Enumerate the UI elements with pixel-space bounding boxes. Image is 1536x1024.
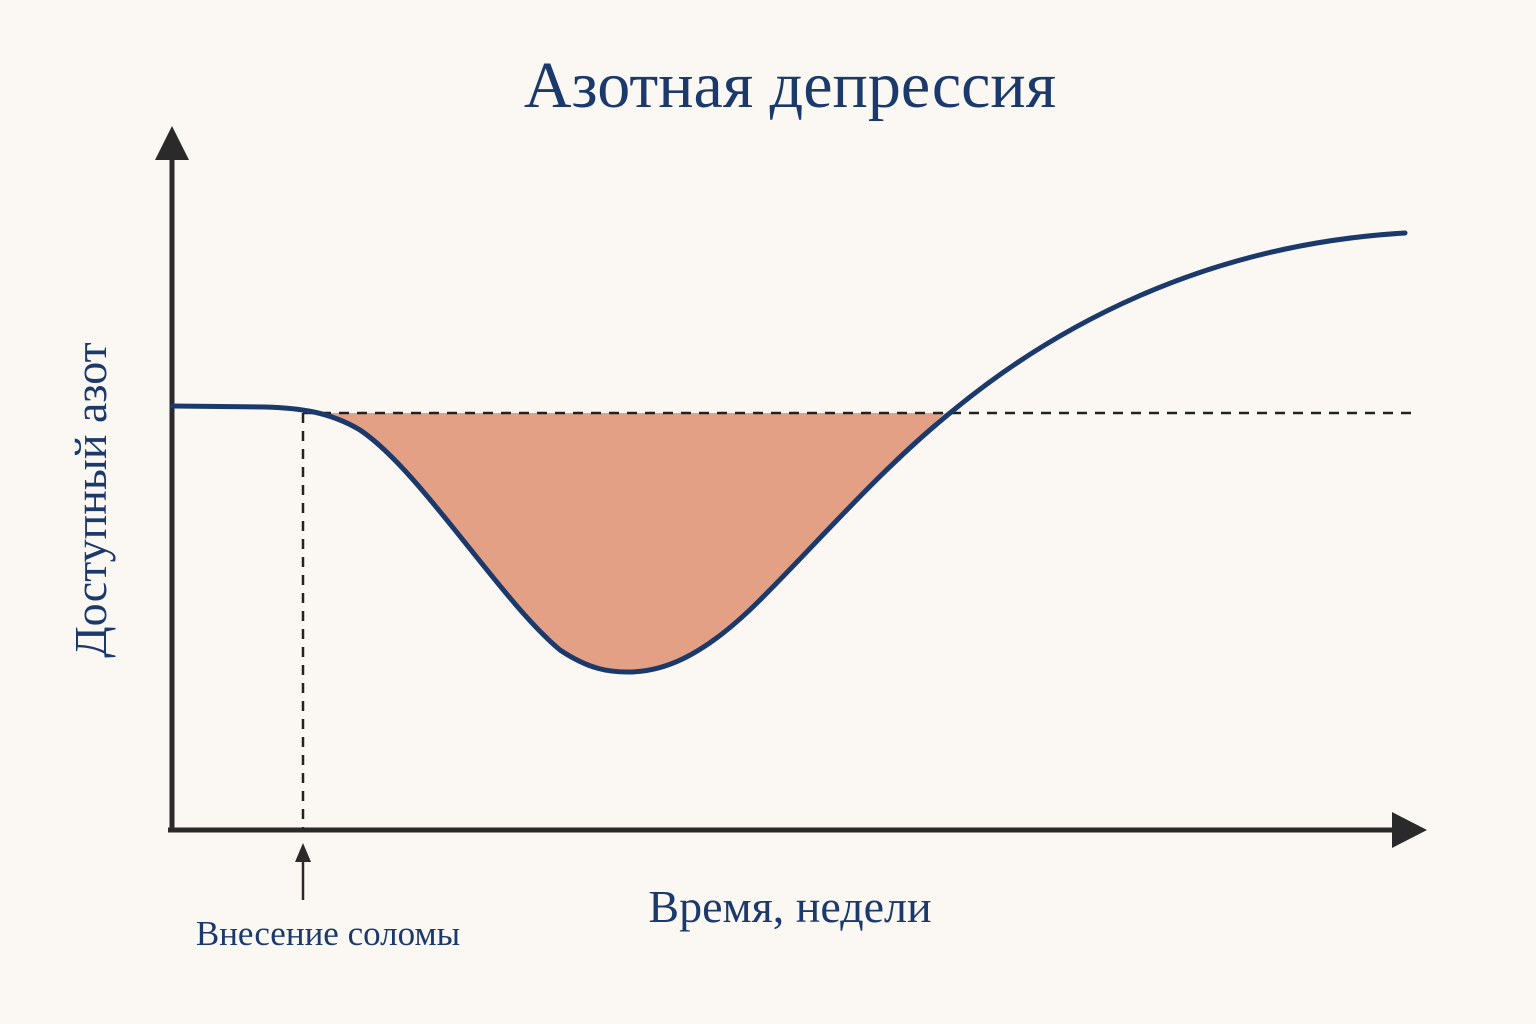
x-axis-label: Время, недели [648, 881, 931, 932]
title: Азотная депрессия [524, 49, 1056, 122]
y-axis-arrow [155, 126, 189, 160]
nitrogen-curve [169, 230, 1408, 675]
y-axis-label: Доступный азот [65, 342, 116, 658]
annotation-arrowhead [295, 843, 311, 862]
annotation-label: Внесение соломы [196, 914, 460, 953]
x-axis-arrow [1392, 812, 1427, 848]
depression-area [313, 413, 945, 672]
